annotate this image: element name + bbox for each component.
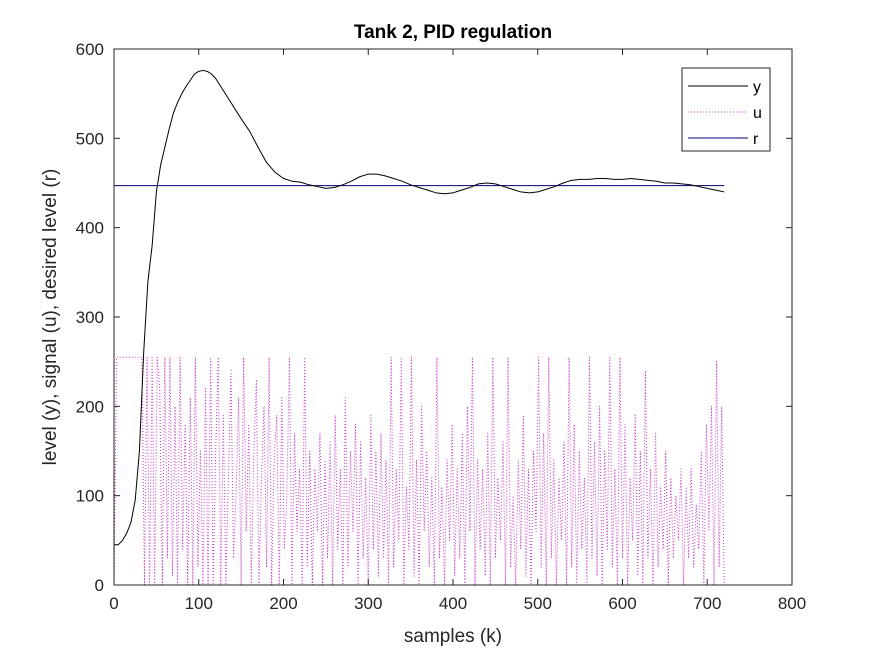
y-axis-label: level (y), signal (u), desired level (r)	[40, 169, 61, 466]
x-tick-label: 600	[608, 594, 636, 613]
x-tick-label: 400	[439, 594, 467, 613]
plot-area	[114, 49, 792, 585]
legend-label-u: u	[753, 105, 762, 122]
legend: y u r	[681, 67, 771, 152]
x-tick-label: 0	[109, 594, 118, 613]
y-tick-label: 300	[76, 308, 104, 327]
chart-title: Tank 2, PID regulation	[354, 22, 552, 43]
series-line-u	[113, 356, 725, 586]
y-tick-label: 100	[76, 487, 104, 506]
y-tick-label: 500	[76, 129, 104, 148]
legend-label-y: y	[753, 79, 761, 96]
y-tick-label: 600	[76, 40, 104, 59]
series-layer	[113, 69, 725, 586]
legend-label-r: r	[753, 131, 759, 148]
legend-box	[681, 67, 771, 152]
y-tick-label: 200	[76, 397, 104, 416]
y-tick-label: 400	[76, 219, 104, 238]
x-tick-label: 200	[269, 594, 297, 613]
x-tick-label: 100	[185, 594, 213, 613]
x-tick-label: 300	[354, 594, 382, 613]
series-line-y	[114, 69, 725, 546]
y-tick-label: 0	[95, 576, 104, 595]
x-tick-label: 500	[524, 594, 552, 613]
x-axis-label: samples (k)	[404, 626, 502, 647]
tick-layer: 0 100 200 300 400 500 600 700 800 0 100 200 300 400 50…	[76, 40, 807, 613]
x-tick-label: 700	[693, 594, 721, 613]
x-tick-label: 800	[778, 594, 806, 613]
